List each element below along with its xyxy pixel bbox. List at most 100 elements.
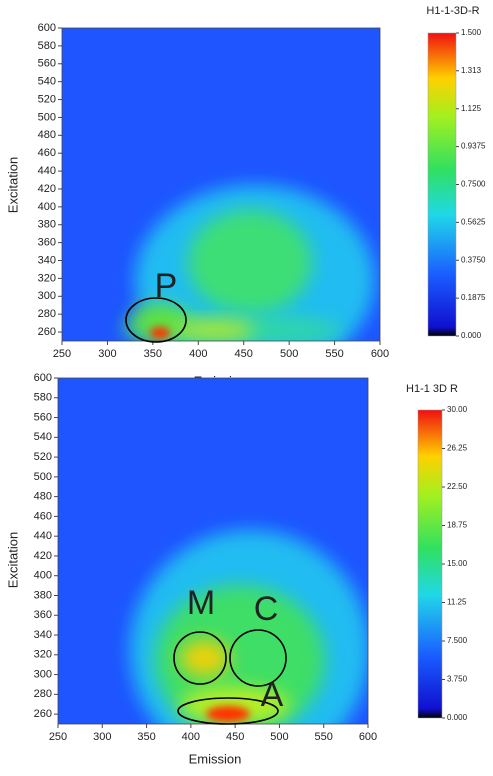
y-tick-label: 480 bbox=[38, 129, 56, 141]
y-tick-label: 520 bbox=[34, 451, 52, 463]
y-tick-label: 600 bbox=[38, 22, 56, 34]
intensity-region bbox=[130, 304, 190, 340]
intensity-region bbox=[155, 585, 325, 724]
annotation: P bbox=[155, 267, 178, 305]
region-marker bbox=[173, 631, 227, 685]
intensity-region bbox=[150, 327, 170, 339]
y-tick-label: 560 bbox=[38, 58, 56, 70]
y-tick-label: 600 bbox=[34, 372, 52, 384]
colorbar-tick-label: 0.1875 bbox=[461, 293, 486, 302]
y-axis-label: Excitation bbox=[5, 157, 20, 213]
y-tick-label: 480 bbox=[34, 491, 52, 503]
y-tick-label: 420 bbox=[34, 550, 52, 562]
colorbar-tick-label: 1.313 bbox=[461, 66, 482, 75]
y-axis-label: Excitation bbox=[5, 532, 20, 588]
chart: 250 300 350 400 450 500 550 600 260 280 300 320 340 3… bbox=[5, 372, 468, 767]
colorbar-tick-label: 22.50 bbox=[447, 482, 468, 491]
y-tick-label: 300 bbox=[34, 668, 52, 680]
y-tick-label: 520 bbox=[38, 93, 56, 105]
colorbar-tick-label: 0.3750 bbox=[461, 255, 486, 264]
heatmap-field bbox=[58, 378, 368, 724]
x-axis-label: Emission bbox=[189, 751, 242, 766]
y-tick-label: 340 bbox=[34, 629, 52, 641]
x-tick-label: 300 bbox=[93, 731, 111, 743]
y-tick-label: 400 bbox=[38, 201, 56, 213]
colorbar-tick-label: 11.25 bbox=[447, 598, 467, 607]
intensity-region bbox=[206, 706, 250, 722]
y-tick-label: 360 bbox=[38, 237, 56, 249]
region-marker bbox=[229, 629, 287, 687]
colorbar-tick-label: 15.00 bbox=[447, 559, 468, 568]
intensity-region bbox=[175, 320, 255, 340]
x-tick-label: 550 bbox=[315, 731, 333, 743]
y-tick-label: 580 bbox=[38, 40, 56, 52]
y-tick-label: 340 bbox=[38, 254, 56, 266]
x-tick-label: 550 bbox=[325, 348, 343, 360]
y-tick-label: 460 bbox=[38, 147, 56, 159]
y-tick-label: 440 bbox=[38, 165, 56, 177]
x-tick-label: 500 bbox=[270, 731, 288, 743]
y-tick-label: 460 bbox=[34, 510, 52, 522]
region-marker bbox=[125, 297, 187, 343]
colorbar-tick-label: 26.25 bbox=[447, 444, 468, 453]
annotation: C bbox=[254, 590, 279, 628]
colorbar-tick-label: 0.7500 bbox=[461, 180, 486, 189]
colorbar-tick-label: 7.500 bbox=[447, 636, 468, 645]
colorbar-scale bbox=[417, 409, 443, 719]
y-tick-label: 300 bbox=[38, 290, 56, 302]
y-tick-label: 500 bbox=[38, 111, 56, 123]
x-tick-label: 400 bbox=[189, 348, 207, 360]
x-tick-label: 450 bbox=[226, 731, 244, 743]
colorbar-title: H1-1 3D R bbox=[406, 383, 458, 395]
colorbar-tick-label: 30.00 bbox=[447, 405, 468, 414]
colorbar-tick-label: 3.750 bbox=[447, 675, 468, 684]
y-tick-label: 580 bbox=[34, 392, 52, 404]
plot-frame bbox=[61, 27, 381, 342]
intensity-region bbox=[188, 210, 312, 314]
colorbar-title: H1-1-3D-R bbox=[426, 5, 479, 17]
colorbar: 30.00 26.25 22.50 18.75 15.00 11.25 7.500 3.750… bbox=[417, 405, 468, 722]
x-tick-label: 400 bbox=[182, 731, 200, 743]
annotation: A bbox=[261, 676, 284, 714]
x-tick-label: 350 bbox=[137, 731, 155, 743]
x-tick-label: 350 bbox=[144, 348, 162, 360]
y-tick-label: 540 bbox=[38, 76, 56, 88]
x-tick-label: 250 bbox=[53, 348, 71, 360]
colorbar: 1.500 1.313 1.125 0.9375 0.7500 0.5625 0.3750 0… bbox=[427, 28, 486, 340]
y-tick-label: 260 bbox=[34, 708, 52, 720]
x-tick-label: 500 bbox=[280, 348, 298, 360]
colorbar-tick-label: 0.5625 bbox=[461, 217, 486, 226]
x-tick-label: 300 bbox=[98, 348, 116, 360]
y-tick-label: 280 bbox=[34, 688, 52, 700]
y-tick-label: 280 bbox=[38, 308, 56, 320]
colorbar-tick-label: 0.000 bbox=[461, 331, 482, 340]
x-tick-label: 600 bbox=[371, 348, 389, 360]
x-tick-label: 250 bbox=[49, 731, 67, 743]
x-tick-label: 450 bbox=[235, 348, 253, 360]
y-tick-label: 380 bbox=[34, 589, 52, 601]
heatmap-field bbox=[62, 28, 380, 341]
y-tick-label: 420 bbox=[38, 183, 56, 195]
colorbar-tick-label: 1.125 bbox=[461, 104, 482, 113]
x-tick-label: 600 bbox=[359, 731, 377, 743]
region-marker bbox=[177, 697, 279, 725]
colorbar-tick-label: 0.000 bbox=[447, 713, 468, 722]
colorbar-tick-label: 18.75 bbox=[447, 521, 468, 530]
y-tick-label: 320 bbox=[34, 649, 52, 661]
colorbar-tick-label: 0.9375 bbox=[461, 142, 486, 151]
y-tick-label: 360 bbox=[34, 609, 52, 621]
y-tick-label: 400 bbox=[34, 570, 52, 582]
colorbar-tick-label: 1.500 bbox=[461, 28, 482, 37]
colorbar-scale bbox=[427, 32, 457, 337]
chart: 250 300 350 400 450 500 550 600 260 280 300 320 340 3… bbox=[5, 5, 486, 389]
y-tick-label: 560 bbox=[34, 411, 52, 423]
intensity-region bbox=[180, 640, 230, 676]
y-tick-label: 380 bbox=[38, 219, 56, 231]
y-tick-label: 320 bbox=[38, 272, 56, 284]
y-tick-label: 540 bbox=[34, 431, 52, 443]
annotation: M bbox=[187, 584, 215, 622]
y-tick-label: 440 bbox=[34, 530, 52, 542]
y-tick-label: 260 bbox=[38, 326, 56, 338]
y-tick-label: 500 bbox=[34, 471, 52, 483]
